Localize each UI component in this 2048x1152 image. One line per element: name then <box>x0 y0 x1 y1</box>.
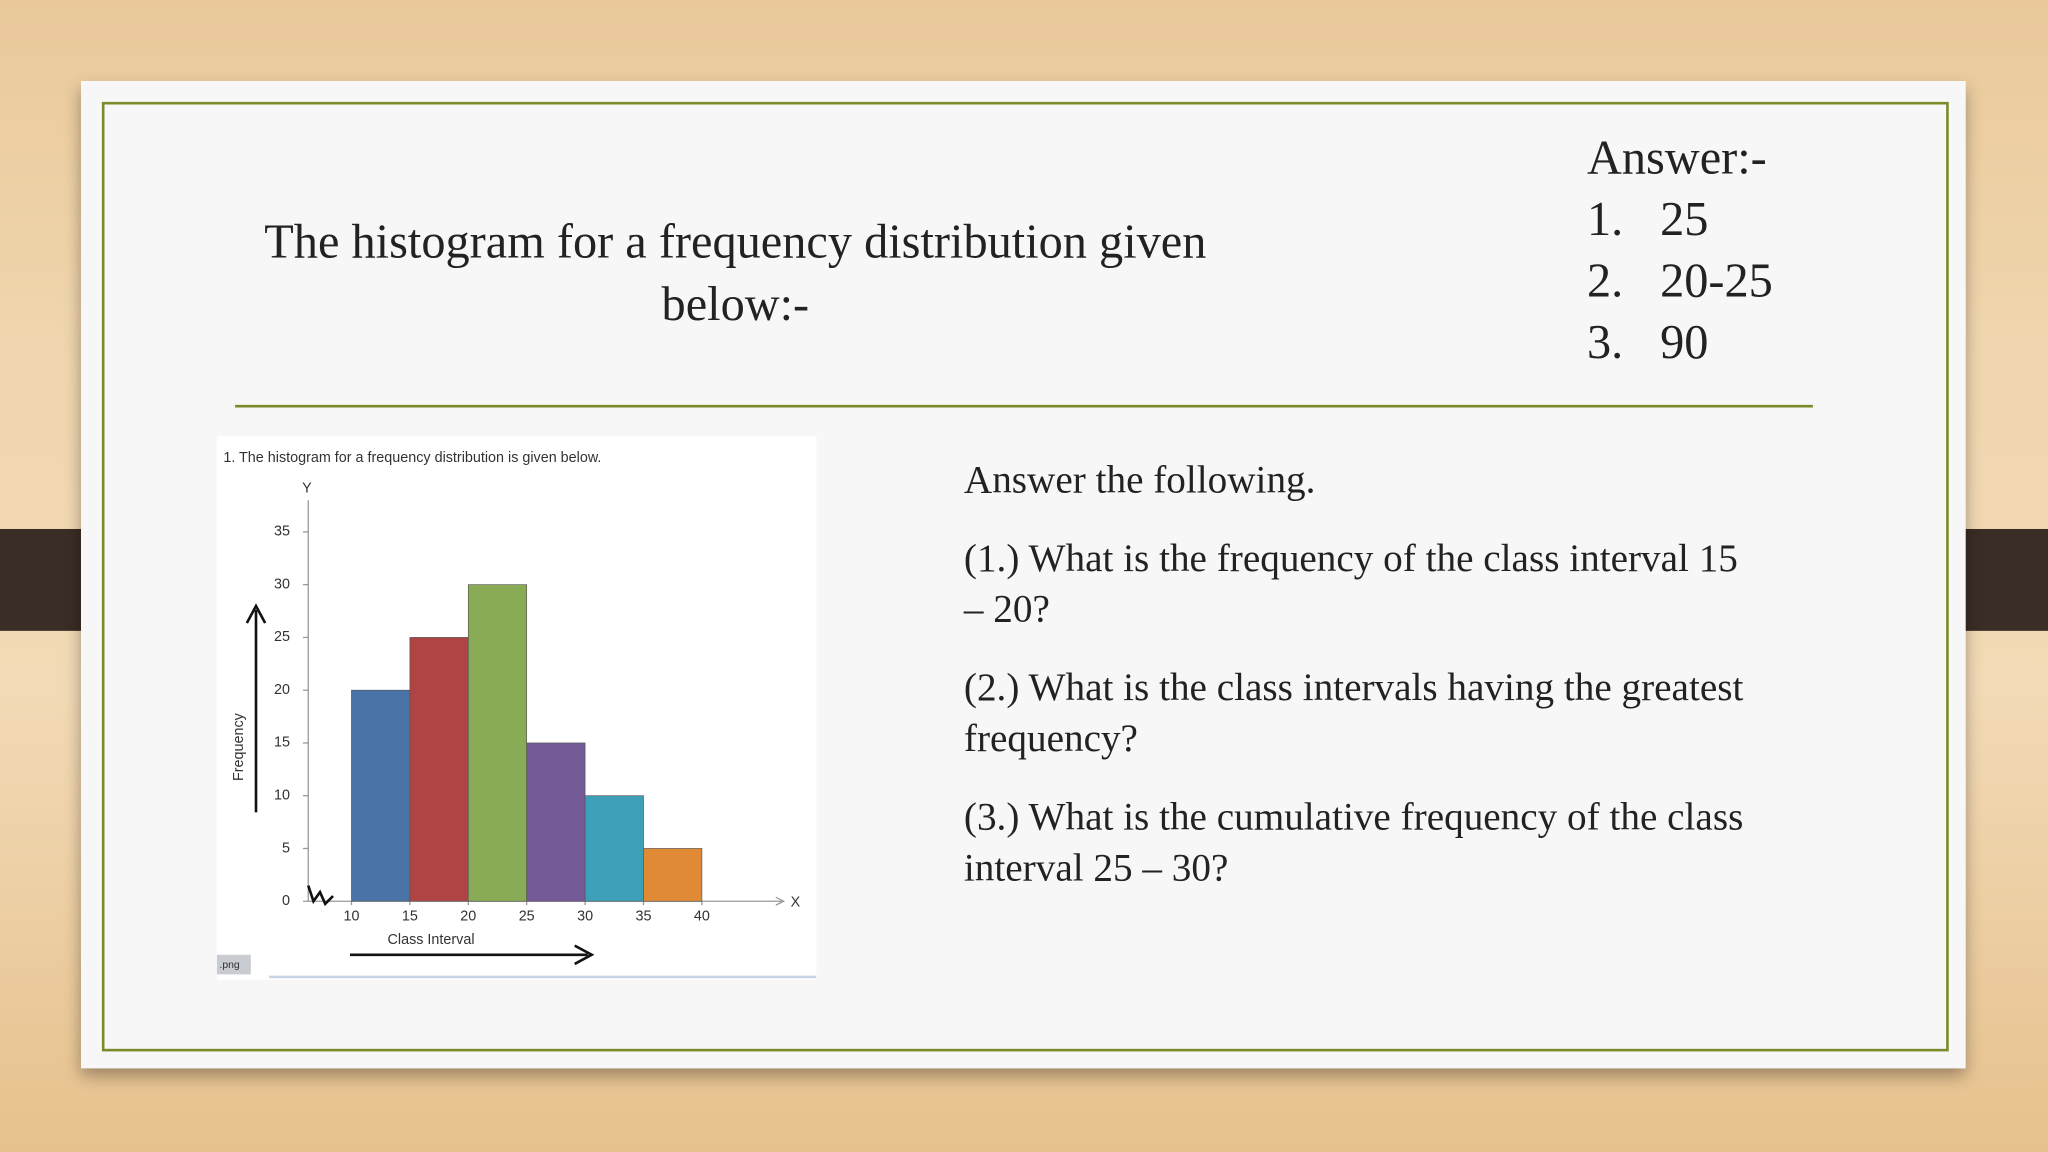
x-tick-label: 20 <box>460 909 476 925</box>
bar <box>584 795 644 902</box>
answer-number: 3. <box>1586 316 1624 370</box>
answer-item: 3. 90 <box>1587 312 1773 373</box>
x-label-arrowhead <box>574 944 595 966</box>
y-tick-label: 20 <box>274 682 290 698</box>
x-tick-label: 10 <box>343 909 359 925</box>
question: (1.) What is the frequency of the class … <box>963 536 1738 631</box>
x-arrow <box>775 896 786 906</box>
divider <box>235 404 1813 408</box>
answer-text: 20-25 <box>1660 254 1773 309</box>
y-tick-label: 10 <box>274 788 290 804</box>
question: (2.) What is the class intervals having … <box>963 666 1744 761</box>
slide-title: The histogram for a frequency distributi… <box>264 215 1207 332</box>
question: (3.) What is the cumulative frequency of… <box>963 795 1744 890</box>
bar <box>643 848 703 902</box>
answer-number: 1. <box>1586 193 1624 247</box>
y-axis-letter: Y <box>302 480 312 496</box>
y-axis-label: Frequency <box>231 712 247 781</box>
x-tick-label: 30 <box>577 909 593 925</box>
y-tick-label: 30 <box>274 576 290 592</box>
x-axis-label: Class Interval <box>388 932 475 948</box>
x-tick-label: 40 <box>694 909 710 925</box>
y-tick-label: 5 <box>282 840 290 856</box>
chart-title: 1. The histogram for a frequency distrib… <box>223 450 601 466</box>
questions-heading: Answer the following. <box>963 458 1316 502</box>
questions: Answer the following. (1.) What is the f… <box>964 455 1748 921</box>
chart-image: 1. The histogram for a frequency distrib… <box>216 436 817 980</box>
chart: 1. The histogram for a frequency distrib… <box>216 450 817 979</box>
bar <box>467 584 528 902</box>
slide-border <box>101 101 1949 1052</box>
image-tag: .png <box>219 960 240 971</box>
x-tick-label: 15 <box>402 909 418 925</box>
y-label-arrowhead <box>245 603 267 624</box>
bar <box>526 742 586 902</box>
y-tick-label: 25 <box>274 629 290 645</box>
answer-text: 90 <box>1660 316 1709 370</box>
answer-item: 1. 25 <box>1587 189 1773 250</box>
answers: Answer:- 1. 25 2. 20-25 3. 90 <box>1587 128 1773 374</box>
answer-text: 25 <box>1660 193 1709 247</box>
answer-number: 2. <box>1586 254 1624 309</box>
answer-heading: Answer:- <box>1586 131 1767 186</box>
y-tick-label: 15 <box>274 735 290 751</box>
axis-break <box>307 885 334 907</box>
bar <box>351 689 411 902</box>
bar <box>409 637 469 902</box>
answer-item: 2. 20-25 <box>1587 251 1773 312</box>
y-tick-label: 35 <box>274 524 290 540</box>
y-tick-label: 0 <box>282 893 290 909</box>
x-tick-label: 35 <box>636 909 652 925</box>
x-tick-label: 25 <box>519 909 535 925</box>
image-tag-bg <box>216 954 251 975</box>
x-axis-letter: X <box>791 894 801 910</box>
